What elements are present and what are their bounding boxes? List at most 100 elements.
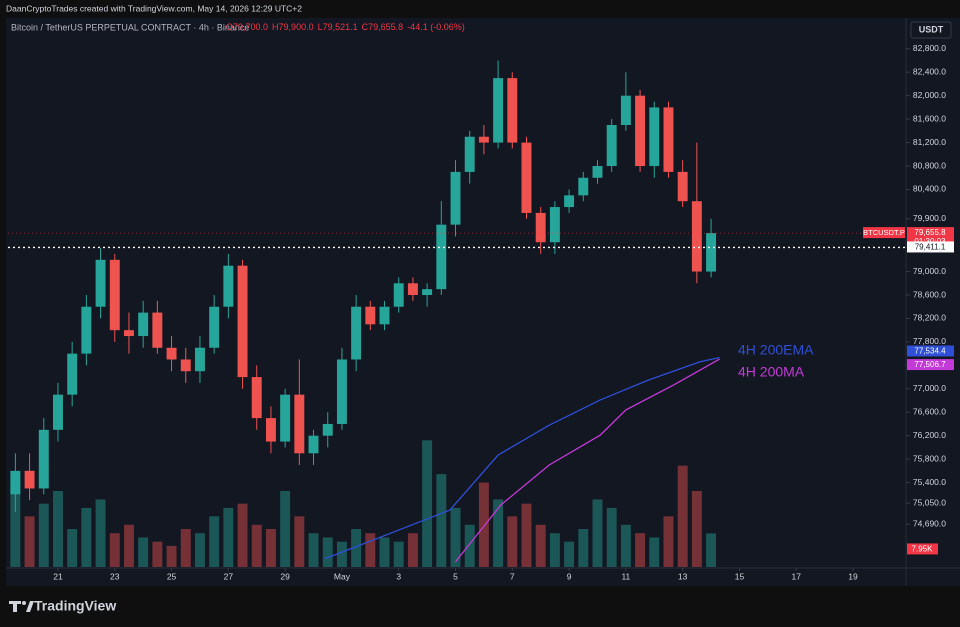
volume-bar xyxy=(521,503,532,567)
volume-bar xyxy=(166,545,177,567)
candle-body xyxy=(635,95,646,167)
volume-bar xyxy=(407,533,418,567)
candle-body xyxy=(53,394,63,430)
candle-body xyxy=(691,201,702,272)
candle-body xyxy=(67,353,78,395)
volume-label-box xyxy=(907,543,938,555)
volume-bar xyxy=(393,541,404,567)
y-tick-label: 78,200.0 xyxy=(913,313,946,323)
candle-body xyxy=(450,171,461,225)
ohlc-value: C79,655.8 xyxy=(362,22,404,32)
volume-bar xyxy=(379,537,390,567)
y-tick-label: 76,200.0 xyxy=(913,430,946,440)
candle-body xyxy=(336,359,347,424)
volume-bar xyxy=(663,516,674,567)
volume-bar xyxy=(691,491,702,567)
candle-body xyxy=(95,259,106,307)
ohlc-value: -44.1 (-0.06%) xyxy=(407,22,465,32)
candle-body xyxy=(237,265,248,378)
volume-bar xyxy=(322,537,333,567)
ohlc-value: H79,900.0 xyxy=(272,22,314,32)
x-tick-label: May xyxy=(334,571,351,581)
volume-bar xyxy=(422,440,433,567)
volume-bar xyxy=(620,524,631,567)
y-tick-label: 80,800.0 xyxy=(913,160,946,170)
indicator-line xyxy=(454,358,720,563)
candle-body xyxy=(322,423,333,436)
symbol-tag: BTCUSDT.P xyxy=(863,228,905,237)
candle-body xyxy=(10,470,21,495)
candle-body xyxy=(24,470,35,489)
y-tick-label: 74,690.0 xyxy=(913,518,946,528)
volume-bar xyxy=(507,516,518,567)
y-tick-label: 81,600.0 xyxy=(913,113,946,123)
volume-bar xyxy=(123,524,134,567)
line-label-box xyxy=(907,345,954,357)
currency-box xyxy=(910,21,952,39)
candle-body xyxy=(123,330,134,337)
currency: USDT xyxy=(919,24,944,34)
volume-bar xyxy=(436,474,447,567)
candle-body xyxy=(393,283,404,307)
volume-bar xyxy=(294,516,305,567)
volume-bar xyxy=(649,537,660,567)
volume-bar xyxy=(180,529,191,567)
volume-label: 7.95K xyxy=(912,545,934,554)
candle-body xyxy=(592,166,603,178)
y-tick-label: 79,900.0 xyxy=(913,213,946,223)
volume-bar xyxy=(635,533,646,567)
volume-bar xyxy=(365,533,376,567)
y-tick-label: 75,800.0 xyxy=(913,453,946,463)
x-tick-label: 17 xyxy=(792,571,802,581)
volume-bar xyxy=(535,524,546,567)
volume-bar xyxy=(351,529,362,567)
candle-body xyxy=(308,435,319,454)
x-tick-label: 5 xyxy=(453,571,458,581)
volume-bar xyxy=(677,465,688,567)
candle-body xyxy=(606,125,617,167)
plot xyxy=(10,60,720,567)
volume-bar xyxy=(138,537,149,567)
volume-bar xyxy=(38,503,49,567)
candle-body xyxy=(436,224,447,290)
x-tick-label: 13 xyxy=(678,571,688,581)
volume-bar xyxy=(564,541,575,567)
volume-bar xyxy=(592,499,603,567)
x-tick-label: 27 xyxy=(224,571,234,581)
candle-body xyxy=(507,78,518,143)
candle-body xyxy=(521,142,532,213)
candle-body xyxy=(81,306,92,354)
x-tick-label: 19 xyxy=(848,571,858,581)
volume-bar xyxy=(478,482,489,567)
indicator-name: 4H 200MA xyxy=(738,364,805,380)
line-label: 77,534.4 xyxy=(914,347,946,356)
y-tick-label: 78,600.0 xyxy=(913,289,946,299)
candle-body xyxy=(478,136,489,143)
candle-body xyxy=(280,394,291,442)
candle-body xyxy=(138,312,149,337)
logo xyxy=(9,601,34,612)
candle-body xyxy=(677,171,688,202)
ohlc-value: O79,700.0 xyxy=(226,22,268,32)
volume-bar xyxy=(450,507,461,567)
volume-bar xyxy=(265,529,276,567)
x-tick-label: 25 xyxy=(167,571,177,581)
price-label: 79,411.1 xyxy=(915,243,946,252)
volume-bar xyxy=(464,524,475,567)
x-tick-label: 15 xyxy=(735,571,745,581)
candle-body xyxy=(464,136,475,172)
y-tick-label: 82,800.0 xyxy=(913,43,946,53)
volume-bar xyxy=(336,541,347,567)
volume-bar xyxy=(251,524,262,567)
x-tick-label: 3 xyxy=(396,571,401,581)
candle-body xyxy=(535,212,546,243)
line-label: 77,506.7 xyxy=(914,360,946,369)
symbol: Bitcoin / TetherUS PERPETUAL CONTRACT · … xyxy=(11,22,249,32)
volume-bar xyxy=(81,507,92,567)
candle-body xyxy=(620,95,631,125)
candle-body xyxy=(706,233,717,272)
candle-body xyxy=(194,347,205,372)
volume-bar xyxy=(578,529,589,567)
attribution: DaanCryptoTrades created with TradingVie… xyxy=(6,3,302,13)
y-tick-label: 75,050.0 xyxy=(913,497,946,507)
